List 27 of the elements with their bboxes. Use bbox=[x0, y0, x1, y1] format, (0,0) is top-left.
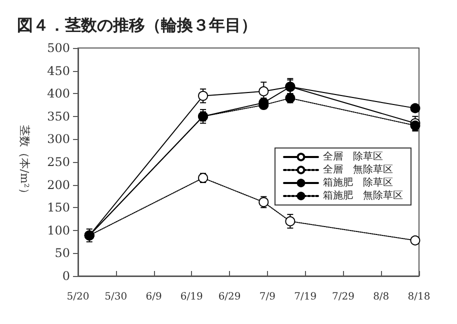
x-tick-label: 8/8 bbox=[373, 292, 390, 302]
x-tick-label: 7/29 bbox=[332, 292, 354, 302]
x-tick-label: 7/9 bbox=[259, 292, 276, 302]
y-tick-label: 100 bbox=[47, 223, 70, 238]
y-tick-label: 50 bbox=[54, 246, 70, 260]
legend-label: 全層 除草区 bbox=[323, 150, 383, 162]
y-tick-label: 200 bbox=[47, 178, 70, 192]
x-tick-label: 5/30 bbox=[104, 292, 128, 302]
legend-label: 箱施肥 無除草区 bbox=[323, 190, 403, 202]
y-tick-label: 300 bbox=[47, 132, 70, 146]
x-tick-label: 6/9 bbox=[146, 292, 162, 302]
legend-label: 箱施肥 除草区 bbox=[323, 176, 393, 188]
y-tick-label: 500 bbox=[47, 41, 70, 55]
y-tick-label: 0 bbox=[62, 269, 70, 283]
x-tick-label: 8/18 bbox=[408, 292, 430, 302]
y-tick-label: 400 bbox=[47, 86, 70, 101]
x-tick-label: 6/19 bbox=[180, 292, 203, 302]
y-axis-title: 茎数（本/m²） bbox=[18, 125, 31, 199]
y-tick-label: 250 bbox=[47, 155, 70, 169]
legend-label: 全層 無除草区 bbox=[323, 164, 393, 176]
y-tick-label: 150 bbox=[47, 200, 70, 215]
y-tick-label: 350 bbox=[47, 109, 70, 124]
chart-title: 図４．茎数の推移（輪換３年目） bbox=[17, 16, 257, 34]
x-tick-label: 5/20 bbox=[66, 292, 90, 302]
y-tick-label: 450 bbox=[47, 64, 70, 78]
x-tick-label: 6/29 bbox=[218, 292, 241, 302]
x-tick-label: 7/19 bbox=[294, 292, 317, 302]
